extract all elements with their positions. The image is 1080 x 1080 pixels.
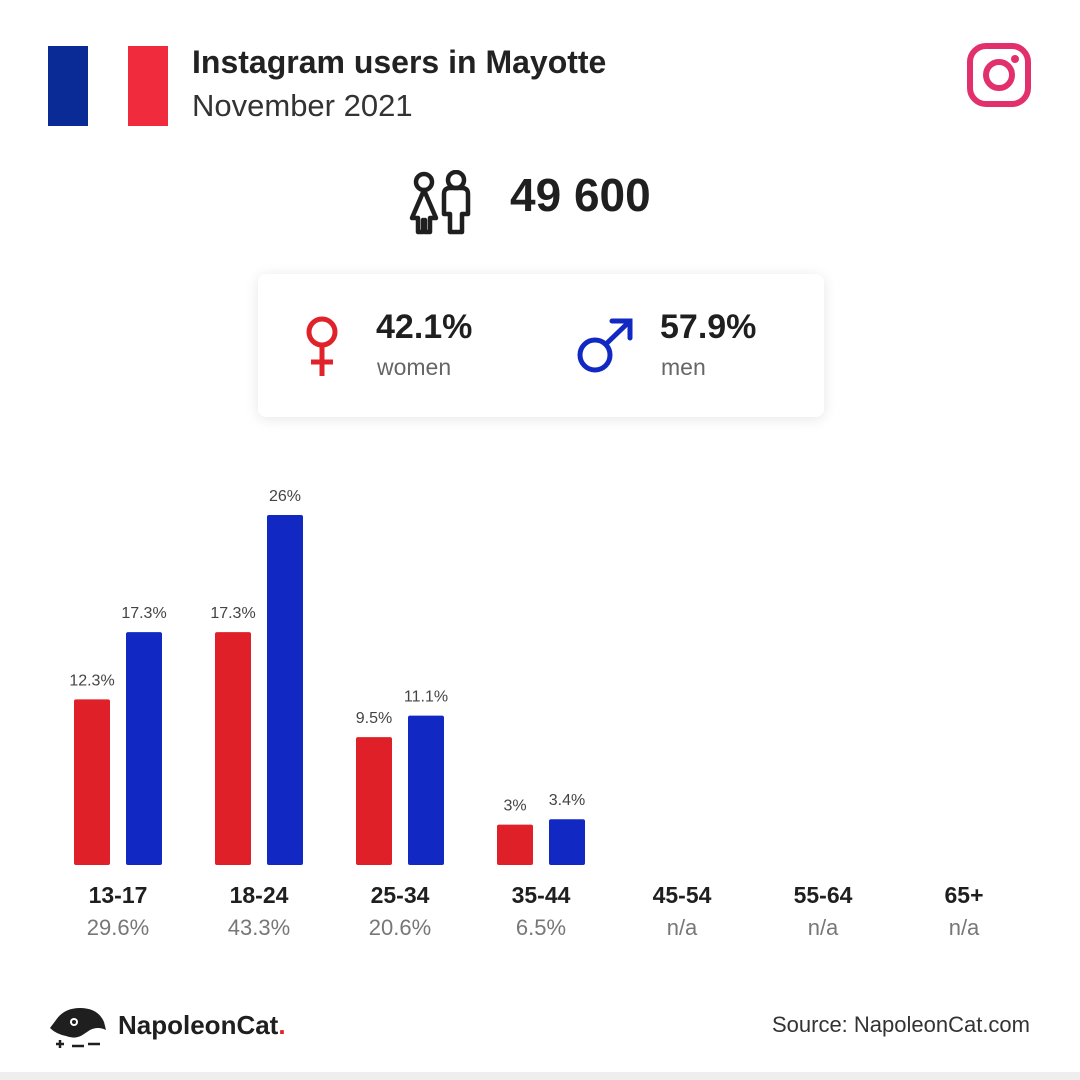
category-18-24: 18-24 43.3% bbox=[189, 882, 329, 941]
category-label: 65+ bbox=[944, 882, 984, 908]
flag-blue-stripe bbox=[48, 46, 88, 126]
category-65+: 65+ n/a bbox=[894, 882, 1034, 941]
data-label-men-35-44: 3.4% bbox=[549, 792, 585, 809]
bottom-band bbox=[0, 1072, 1080, 1080]
category-45-54: 45-54 n/a bbox=[612, 882, 752, 941]
category-25-34: 25-34 20.6% bbox=[330, 882, 470, 941]
bar-men-35-44 bbox=[549, 819, 585, 865]
male-symbol-icon bbox=[577, 318, 633, 373]
women-percent: 42.1% bbox=[376, 308, 473, 346]
data-label-men-18-24: 26% bbox=[269, 488, 301, 505]
data-label-women-13-17: 12.3% bbox=[69, 672, 114, 689]
instagram-icon bbox=[967, 43, 1031, 107]
category-share: 43.3% bbox=[227, 915, 291, 940]
category-share: n/a bbox=[666, 915, 698, 940]
category-label: 13-17 bbox=[88, 882, 148, 908]
women-label: women bbox=[377, 354, 452, 380]
data-label-women-35-44: 3% bbox=[503, 798, 526, 815]
page-title: Instagram users in Mayotte bbox=[192, 44, 607, 80]
gender-card: 42.1% women 57.9% men bbox=[258, 274, 824, 417]
source-note: Source: NapoleonCat.com bbox=[771, 1012, 1030, 1037]
men-percent: 57.9% bbox=[660, 308, 757, 346]
men-label: men bbox=[661, 354, 706, 380]
category-label: 25-34 bbox=[370, 882, 430, 908]
female-symbol-icon bbox=[306, 316, 338, 376]
category-55-64: 55-64 n/a bbox=[753, 882, 893, 941]
data-label-women-25-34: 9.5% bbox=[356, 710, 392, 727]
page-subtitle: November 2021 bbox=[192, 88, 413, 123]
category-label: 55-64 bbox=[793, 882, 853, 908]
brand-name: NapoleonCat. bbox=[118, 1010, 286, 1041]
category-label: 35-44 bbox=[511, 882, 571, 908]
category-share: 6.5% bbox=[515, 915, 567, 940]
bar-women-18-24 bbox=[215, 632, 251, 865]
brand-dot: . bbox=[278, 1010, 286, 1040]
data-label-men-13-17: 17.3% bbox=[121, 605, 166, 622]
category-share: 20.6% bbox=[368, 915, 432, 940]
bar-women-35-44 bbox=[497, 824, 533, 865]
bar-men-25-34 bbox=[408, 715, 444, 865]
category-share: n/a bbox=[807, 915, 839, 940]
bar-men-18-24 bbox=[267, 515, 303, 865]
flag-red-stripe bbox=[128, 46, 168, 126]
age-gender-bar-chart: 12.3% 17.3% 17.3% 26% 9.5% 11.1% 3% 3.4% bbox=[69, 488, 585, 865]
people-icon bbox=[409, 170, 471, 235]
category-label: 18-24 bbox=[229, 882, 289, 908]
category-share: n/a bbox=[948, 915, 980, 940]
napoleoncat-logo-icon bbox=[50, 1008, 106, 1048]
category-35-44: 35-44 6.5% bbox=[471, 882, 611, 941]
data-label-women-18-24: 17.3% bbox=[210, 605, 255, 622]
total-users: 49 600 bbox=[510, 169, 651, 221]
bar-women-13-17 bbox=[74, 699, 110, 865]
category-share: 29.6% bbox=[86, 915, 150, 940]
category-13-17: 13-17 29.6% bbox=[48, 882, 188, 941]
brand-text: NapoleonCat bbox=[118, 1010, 279, 1040]
bar-men-13-17 bbox=[126, 632, 162, 865]
flag-france bbox=[48, 46, 168, 126]
bar-women-25-34 bbox=[356, 737, 392, 865]
data-label-men-25-34: 11.1% bbox=[404, 689, 448, 706]
category-label: 45-54 bbox=[652, 882, 712, 908]
